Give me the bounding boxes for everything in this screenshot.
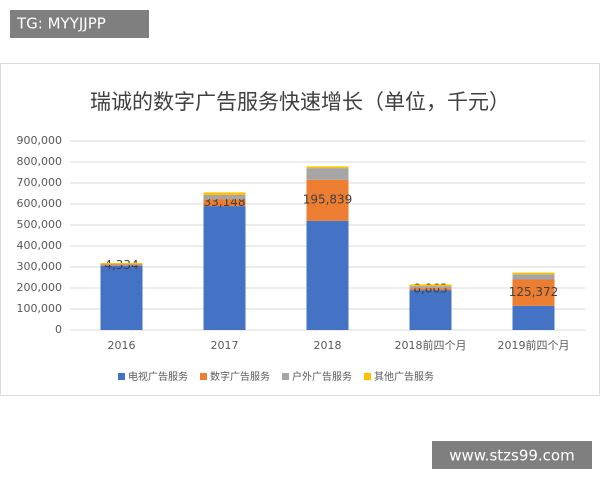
y-tick-label: 700,000 xyxy=(17,176,63,189)
y-tick-label: 800,000 xyxy=(17,155,63,168)
y-tick-label: 400,000 xyxy=(17,239,63,252)
x-tick-label: 2018前四个月 xyxy=(395,338,467,352)
bar-segment xyxy=(203,206,246,330)
bar-segment xyxy=(100,263,143,266)
x-tick-label: 2019前四个月 xyxy=(498,338,570,352)
bar-segment xyxy=(512,305,555,330)
bar-segment xyxy=(100,265,143,266)
watermark-box xyxy=(432,441,592,469)
x-tick-label: 2018 xyxy=(314,339,342,352)
bar-segment xyxy=(203,194,246,200)
bar-segment xyxy=(512,274,555,280)
y-tick-label: 100,000 xyxy=(17,302,63,315)
watermark: www.stzs99.com xyxy=(449,447,574,465)
bar-segment xyxy=(306,166,349,169)
y-tick-label: 900,000 xyxy=(17,134,63,147)
watermark: TG: MYYJJPP xyxy=(16,15,106,33)
bar-segment xyxy=(203,199,246,207)
legend-label: 户外广告服务 xyxy=(292,370,352,383)
watermark-box xyxy=(10,10,149,38)
data-label: 195,839 xyxy=(303,193,353,207)
chart-frame xyxy=(0,63,600,396)
x-tick-label: 2016 xyxy=(108,339,136,352)
bar-segment xyxy=(409,290,452,330)
x-tick-label: 2017 xyxy=(211,339,239,352)
legend-label: 数字广告服务 xyxy=(210,370,270,383)
data-label: 8,863 xyxy=(413,282,447,296)
bar-segment xyxy=(306,220,349,330)
y-tick-label: 0 xyxy=(55,323,62,336)
legend-swatch xyxy=(200,373,207,380)
y-tick-label: 600,000 xyxy=(17,197,63,210)
bar-segment xyxy=(512,272,555,275)
legend-swatch xyxy=(282,373,289,380)
bar-segment xyxy=(409,286,452,289)
legend-swatch xyxy=(118,373,125,380)
y-tick-label: 300,000 xyxy=(17,260,63,273)
y-tick-label: 500,000 xyxy=(17,218,63,231)
bar-segment xyxy=(100,262,143,264)
legend-label: 电视广告服务 xyxy=(128,370,188,383)
legend-swatch xyxy=(364,373,371,380)
chart-title: 瑞诚的数字广告服务快速增长（单位，千元） xyxy=(90,90,510,114)
bar-segment xyxy=(306,168,349,180)
bar-segment xyxy=(409,288,452,291)
y-tick-label: 200,000 xyxy=(17,281,63,294)
bar-segment xyxy=(203,192,246,195)
bar-segment xyxy=(512,279,555,306)
bar-segment xyxy=(306,179,349,221)
data-label: 125,372 xyxy=(509,285,559,299)
bar-segment xyxy=(100,265,143,330)
bar-segment xyxy=(409,284,452,287)
legend-label: 其他广告服务 xyxy=(374,370,434,383)
